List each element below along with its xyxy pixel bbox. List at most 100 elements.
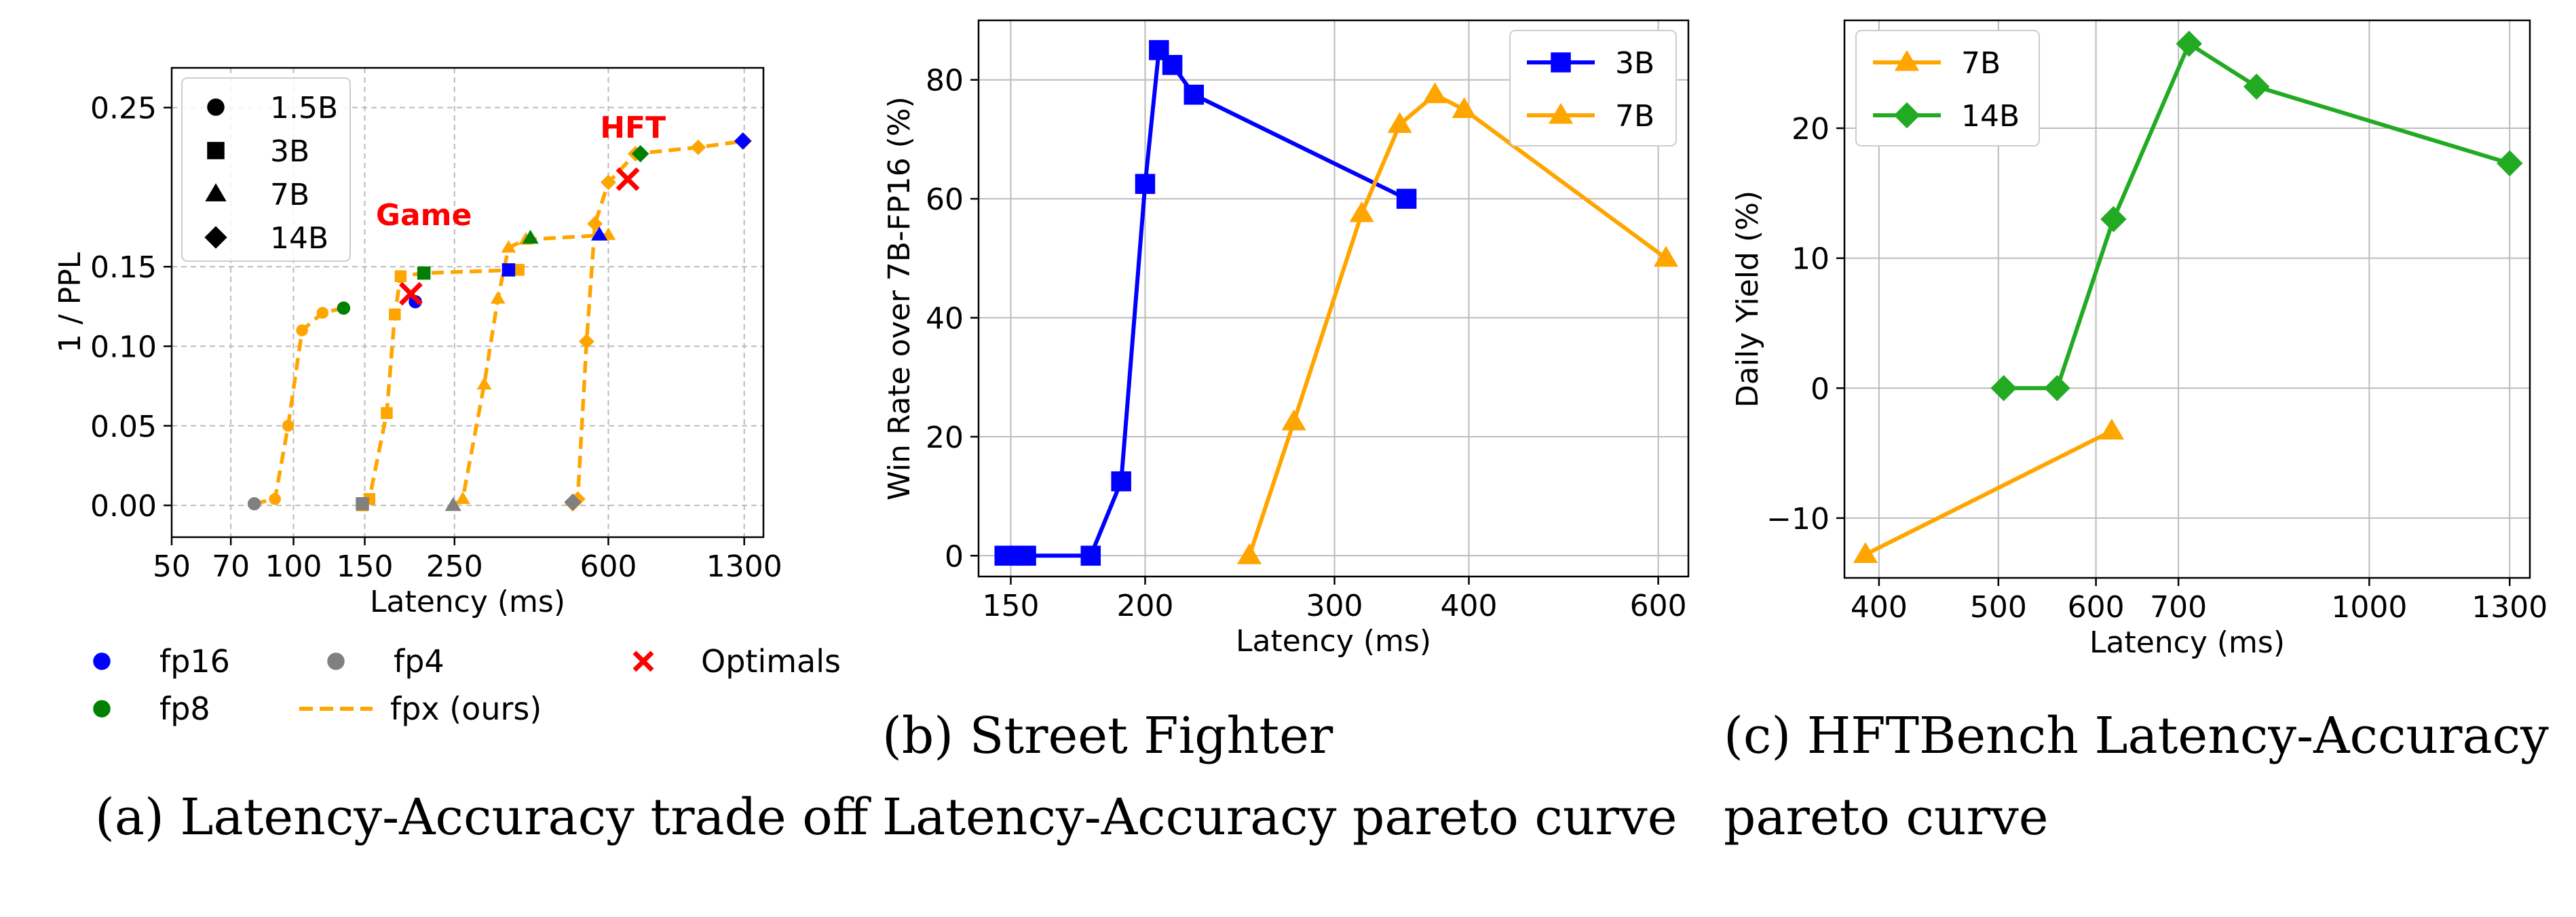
y-tick-label: 0 (945, 539, 964, 574)
legend-marker-14B (204, 226, 227, 249)
y-tick-label: 0.25 (90, 92, 157, 126)
legend-marker-1.5B (207, 98, 225, 116)
legend-marker (327, 652, 345, 670)
series-point-14B (2496, 150, 2523, 177)
point-14B (734, 132, 752, 150)
y-tick-label: 0.15 (90, 250, 157, 285)
optimal-hft (615, 167, 640, 191)
cross-stroke (615, 167, 640, 191)
y-tick-label: 20 (926, 421, 964, 455)
series-point-7B (1422, 82, 1447, 104)
y-tick-label: 0.00 (90, 489, 157, 524)
annotation-hft: HFT (600, 111, 666, 145)
fpx-curve-3B (361, 268, 519, 507)
series-point-14B (1990, 374, 2017, 402)
x-tick-label: 150 (337, 549, 394, 584)
point-1.5B (337, 301, 351, 315)
fpx-point (455, 491, 470, 505)
y-tick-label: 80 (926, 64, 964, 98)
caption-line: Latency-Accuracy pareto curve (882, 788, 1678, 846)
x-tick-label: 100 (265, 549, 322, 584)
x-tick-label: 250 (426, 549, 483, 584)
series-point-7B (1236, 543, 1262, 564)
series-point-7B (1387, 112, 1412, 133)
plot-frame (170, 66, 765, 539)
y-tick-label: 0.10 (90, 330, 157, 365)
legend-marker (93, 700, 111, 718)
caption-b: (b) Street Fighter Latency-Accuracy paret… (882, 707, 1678, 846)
series-point-7B (2099, 418, 2125, 440)
series-point-14B (2100, 206, 2127, 233)
legend-marker (93, 652, 111, 670)
legend-marker (1548, 102, 1574, 124)
x-tick-label: 1300 (706, 549, 782, 584)
legend-label: fp4 (394, 643, 444, 680)
x-tick-label: 200 (1116, 589, 1173, 623)
point-3B (356, 496, 369, 511)
fpx-curve-1.5B (254, 306, 344, 506)
fpx-point (587, 216, 603, 232)
series-point-7B (1452, 97, 1477, 119)
legend-marker-3B (207, 142, 225, 159)
fpx-point (296, 324, 308, 336)
legend-label: 3B (270, 134, 309, 169)
series-point-7B (1349, 201, 1374, 222)
y-axis-label: Win Rate over 7B-FP16 (%) (882, 96, 917, 501)
caption-line: (c) HFTBench Latency-Accuracy (1724, 707, 2549, 765)
series-point-3B (1016, 545, 1036, 566)
series-point-14B (2176, 31, 2203, 57)
caption-c: (c) HFTBench Latency-Accuracy pareto curv… (1724, 707, 2549, 846)
fpx-point (269, 492, 281, 505)
series-line-7B (1247, 92, 1667, 557)
series-line-7B (1864, 429, 2113, 557)
x-tick-label: 400 (1851, 590, 1908, 625)
precision-legend: fp16 fp4 Optimals fp8 fpx (ours) (93, 643, 841, 727)
caption-line: (b) Street Fighter (882, 707, 1333, 765)
y-tick-label: 20 (1792, 112, 1830, 147)
cross-stroke (632, 650, 654, 672)
y-tick-label: 10 (1792, 242, 1830, 277)
fpx-point (282, 420, 295, 432)
legend-marker (1893, 102, 1920, 129)
plot-frame (1843, 19, 2531, 579)
fpx-point (316, 307, 329, 319)
x-axis-label: Latency (ms) (2089, 625, 2285, 660)
point-3B (417, 266, 431, 280)
annotation-game: Game (376, 198, 472, 233)
legend-marker (632, 650, 654, 672)
series-point-3B (1111, 471, 1131, 492)
y-tick-label: 60 (926, 182, 964, 217)
model-legend: 1.5B 3B 7B 14B (181, 77, 351, 262)
legend-label: fp16 (159, 643, 230, 680)
series-point-7B (1653, 246, 1679, 267)
legend-label: 7B (1961, 46, 2001, 81)
fpx-curve-14B (571, 139, 745, 505)
legend-marker-7B (205, 183, 227, 201)
legend-marker (1894, 50, 1920, 71)
x-tick-label: 700 (2150, 590, 2207, 625)
series-point-14B (2044, 374, 2070, 402)
legend-marker (1551, 52, 1571, 73)
legend: 3B 7B (1509, 30, 1677, 147)
series-point-3B (1135, 174, 1156, 194)
x-tick-label: 500 (1970, 590, 2027, 625)
legend-label: fp8 (159, 690, 210, 727)
cross-stroke (398, 281, 423, 306)
legend-label: Optimals (701, 643, 841, 680)
point-7B (444, 496, 461, 511)
chart-b: 150 200 300 400 600 0 20 40 60 80 Latency (ms) Win … (882, 19, 1690, 659)
x-axis-label: Latency (ms) (1236, 624, 1431, 659)
x-tick-label: 400 (1441, 589, 1498, 623)
x-tick-label: 70 (212, 549, 250, 584)
x-tick-label: 300 (1306, 589, 1363, 623)
x-tick-label: 600 (1630, 589, 1687, 623)
fpx-point (476, 376, 492, 390)
x-tick-label: 600 (2068, 590, 2125, 625)
legend-label: fpx (ours) (390, 690, 542, 727)
x-tick-label: 50 (153, 549, 191, 584)
y-tick-label: −10 (1766, 502, 1830, 536)
legend: 7B 14B (1855, 30, 2040, 147)
legend-label: 7B (1615, 99, 1654, 134)
series-point-7B (1853, 542, 1878, 564)
